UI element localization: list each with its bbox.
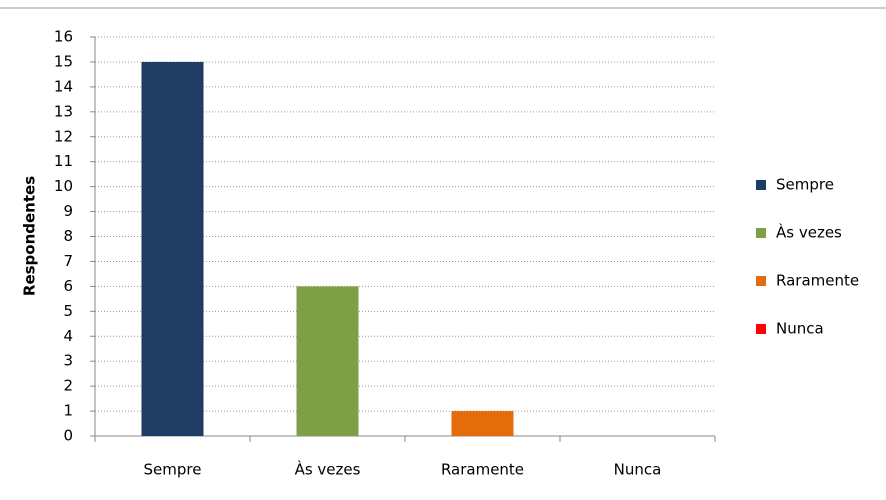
x-tick-label: Às vezes xyxy=(295,460,361,479)
y-tick-label: 3 xyxy=(63,352,73,370)
y-axis-label: Respondentes xyxy=(21,176,39,296)
y-tick-label: 7 xyxy=(63,252,73,270)
legend-swatch xyxy=(756,276,766,286)
x-tick-label: Raramente xyxy=(441,461,524,479)
x-tick-label: Sempre xyxy=(144,461,202,479)
y-tick-label: 15 xyxy=(54,52,73,70)
legend-swatch xyxy=(756,228,766,238)
y-tick-label: 14 xyxy=(54,77,73,95)
y-tick-label: 8 xyxy=(63,227,73,245)
y-tick-label: 9 xyxy=(63,202,73,220)
y-tick-label: 0 xyxy=(63,427,73,445)
y-tick-label: 16 xyxy=(54,28,73,46)
y-tick-label: 13 xyxy=(54,102,73,120)
legend-swatch xyxy=(756,324,766,334)
y-tick-label: 4 xyxy=(63,327,73,345)
y-tick-label: 11 xyxy=(54,152,73,170)
y-tick-label: 12 xyxy=(54,127,73,145)
y-tick-label: 5 xyxy=(63,302,73,320)
y-tick-label: 1 xyxy=(63,402,73,420)
y-tick-label: 2 xyxy=(63,377,73,395)
legend-label: Nunca xyxy=(776,320,824,338)
bar xyxy=(451,411,514,436)
legend-label: Sempre xyxy=(776,176,834,194)
y-tick-label: 10 xyxy=(54,177,73,195)
legend-label: Raramente xyxy=(776,272,859,290)
bar xyxy=(141,61,204,436)
bar xyxy=(296,286,359,436)
y-tick-label: 6 xyxy=(63,277,73,295)
legend-swatch xyxy=(756,180,766,190)
x-tick-label: Nunca xyxy=(614,461,662,479)
legend-label: Às vezes xyxy=(776,223,842,242)
